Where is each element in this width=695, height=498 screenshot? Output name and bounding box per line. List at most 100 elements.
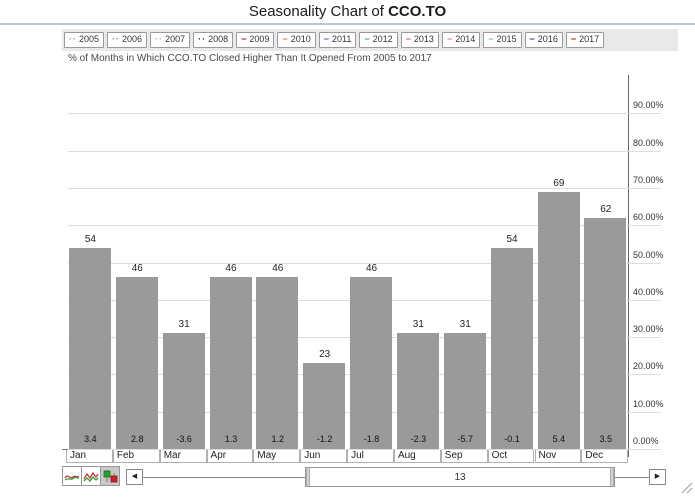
bar[interactable]: [209, 277, 252, 449]
y-axis-tick-label: 70.00%: [633, 174, 664, 185]
y-axis-tick-label: 10.00%: [633, 398, 664, 409]
legend-marker-icon: −: [529, 34, 536, 44]
month-cell: Jun: [300, 450, 348, 463]
month-cell: Jan: [66, 450, 113, 463]
gridline: [68, 262, 661, 264]
scrollbar-thumb[interactable]: 13: [305, 467, 615, 487]
month-cell: Feb: [112, 450, 160, 463]
y-axis-line: [628, 75, 629, 457]
legend-bar: ·· 2005 ·· 2006 ·· 2007 ·· 2008−2009−2010−2011−…: [62, 29, 678, 51]
zigzag-line-chart-button[interactable]: [81, 466, 101, 486]
legend-year-label: 2013: [413, 34, 434, 44]
legend-year-button[interactable]: −2015: [483, 32, 522, 48]
bar-value-label: 69: [553, 177, 565, 189]
bar[interactable]: [256, 277, 299, 449]
bar-value-label: 54: [506, 233, 518, 245]
thumb-right-grip-icon: [610, 468, 614, 486]
y-axis-tick-label: 90.00%: [633, 100, 664, 111]
title-bar: Seasonality Chart of CCO.TO: [0, 0, 695, 25]
chart-subtitle: % of Months in Which CCO.TO Closed Highe…: [68, 53, 432, 64]
legend-year-button[interactable]: −2010: [277, 32, 316, 48]
legend-year-label: 2005: [79, 34, 100, 44]
bar[interactable]: [537, 191, 580, 449]
legend-marker-icon: −: [241, 34, 248, 44]
legend-marker-icon: −: [323, 34, 330, 44]
legend-marker-icon: −: [446, 34, 454, 44]
legend-marker-icon: −: [282, 34, 289, 44]
bar-average-label: 2.8: [131, 434, 144, 444]
legend-marker-icon: ··: [69, 34, 77, 44]
y-axis-tick-label: 30.00%: [633, 324, 664, 335]
bar-value-label: 31: [412, 319, 424, 331]
y-axis-tick-label: 50.00%: [633, 249, 664, 260]
legend-year-button[interactable]: ·· 2007: [150, 32, 191, 48]
candlestick-chart-button[interactable]: [100, 466, 120, 486]
bar-average-label: 5.4: [552, 434, 566, 444]
bar-value-label: 54: [84, 233, 96, 245]
legend-year-button[interactable]: −2016: [524, 32, 563, 48]
bar-average-label: 3.4: [84, 434, 97, 444]
gridline: [68, 187, 661, 189]
bar[interactable]: [490, 247, 533, 449]
legend-year-label: 2010: [290, 34, 311, 44]
bar[interactable]: [396, 333, 439, 449]
bar-average-label: 3.5: [599, 434, 613, 444]
legend-year-button[interactable]: ·· 2005: [64, 32, 105, 48]
bar[interactable]: [350, 277, 393, 449]
legend-year-label: 2007: [165, 34, 186, 44]
bar-value-label: 46: [272, 263, 284, 275]
page-title-prefix: Seasonality Chart of: [248, 3, 389, 20]
month-cell: Apr: [206, 450, 254, 463]
bar-average-label: -2.3: [410, 434, 427, 444]
bar-average-label: 1.2: [271, 434, 285, 444]
y-axis-tick-label: 20.00%: [633, 361, 664, 372]
legend-year-label: 2008: [208, 34, 229, 44]
resize-grip-icon[interactable]: [678, 479, 693, 494]
month-cell: May: [253, 450, 301, 463]
legend-year-button[interactable]: −2014: [441, 32, 481, 48]
legend-year-button[interactable]: −2012: [359, 32, 398, 48]
legend-year-button[interactable]: −2017: [565, 32, 605, 48]
y-axis-tick-label: 60.00%: [633, 212, 664, 223]
scrollbar-left-arrow[interactable]: ◀: [126, 469, 143, 485]
page-title: Seasonality Chart of CCO.TO: [249, 3, 446, 20]
bar[interactable]: [443, 333, 486, 449]
legend-marker-icon: ··: [112, 34, 121, 44]
bar[interactable]: [303, 363, 346, 449]
legend-year-button[interactable]: ·· 2006: [107, 32, 148, 48]
month-cell: Nov: [534, 450, 582, 463]
legend-marker-icon: −: [364, 34, 371, 44]
scrollbar-thumb-label: 13: [454, 471, 466, 483]
month-cell: Sep: [440, 450, 488, 463]
bar[interactable]: [69, 247, 111, 449]
thumb-left-grip-icon: [306, 468, 310, 486]
legend-marker-icon: −: [405, 34, 412, 44]
bar-average-label: -1.8: [363, 434, 380, 444]
legend-year-button[interactable]: −2011: [318, 32, 357, 48]
legend-year-button[interactable]: ·· 2008: [193, 32, 234, 48]
y-axis-tick-label: 0.00%: [633, 436, 659, 446]
smooth-line-chart-button[interactable]: [62, 466, 82, 486]
scrollbar-right-arrow[interactable]: ▶: [649, 469, 666, 485]
bar-value-label: 46: [131, 263, 143, 275]
bar-average-label: -5.7: [457, 434, 473, 444]
legend-year-label: 2014: [455, 34, 476, 44]
bar-average-label: -3.6: [176, 434, 192, 444]
legend-year-label: 2017: [579, 34, 600, 44]
bar[interactable]: [584, 217, 627, 449]
legend-year-label: 2015: [496, 34, 517, 44]
bar-average-label: -1.2: [316, 434, 333, 444]
bar[interactable]: [115, 277, 158, 449]
legend-year-label: 2012: [372, 34, 393, 44]
bar[interactable]: [162, 333, 205, 449]
month-cell: Aug: [393, 450, 441, 463]
bar-average-label: 1.3: [224, 434, 238, 444]
zigzag-line-chart-icon: [83, 471, 99, 482]
y-axis-tick-label: 40.00%: [633, 286, 664, 297]
bar-value-label: 62: [600, 203, 612, 215]
legend-year-button[interactable]: −2013: [400, 32, 439, 48]
ticker-symbol: CCO.TO: [388, 3, 447, 20]
y-axis-tick-label: 80.00%: [633, 137, 664, 148]
legend-year-button[interactable]: −2009: [236, 32, 275, 48]
